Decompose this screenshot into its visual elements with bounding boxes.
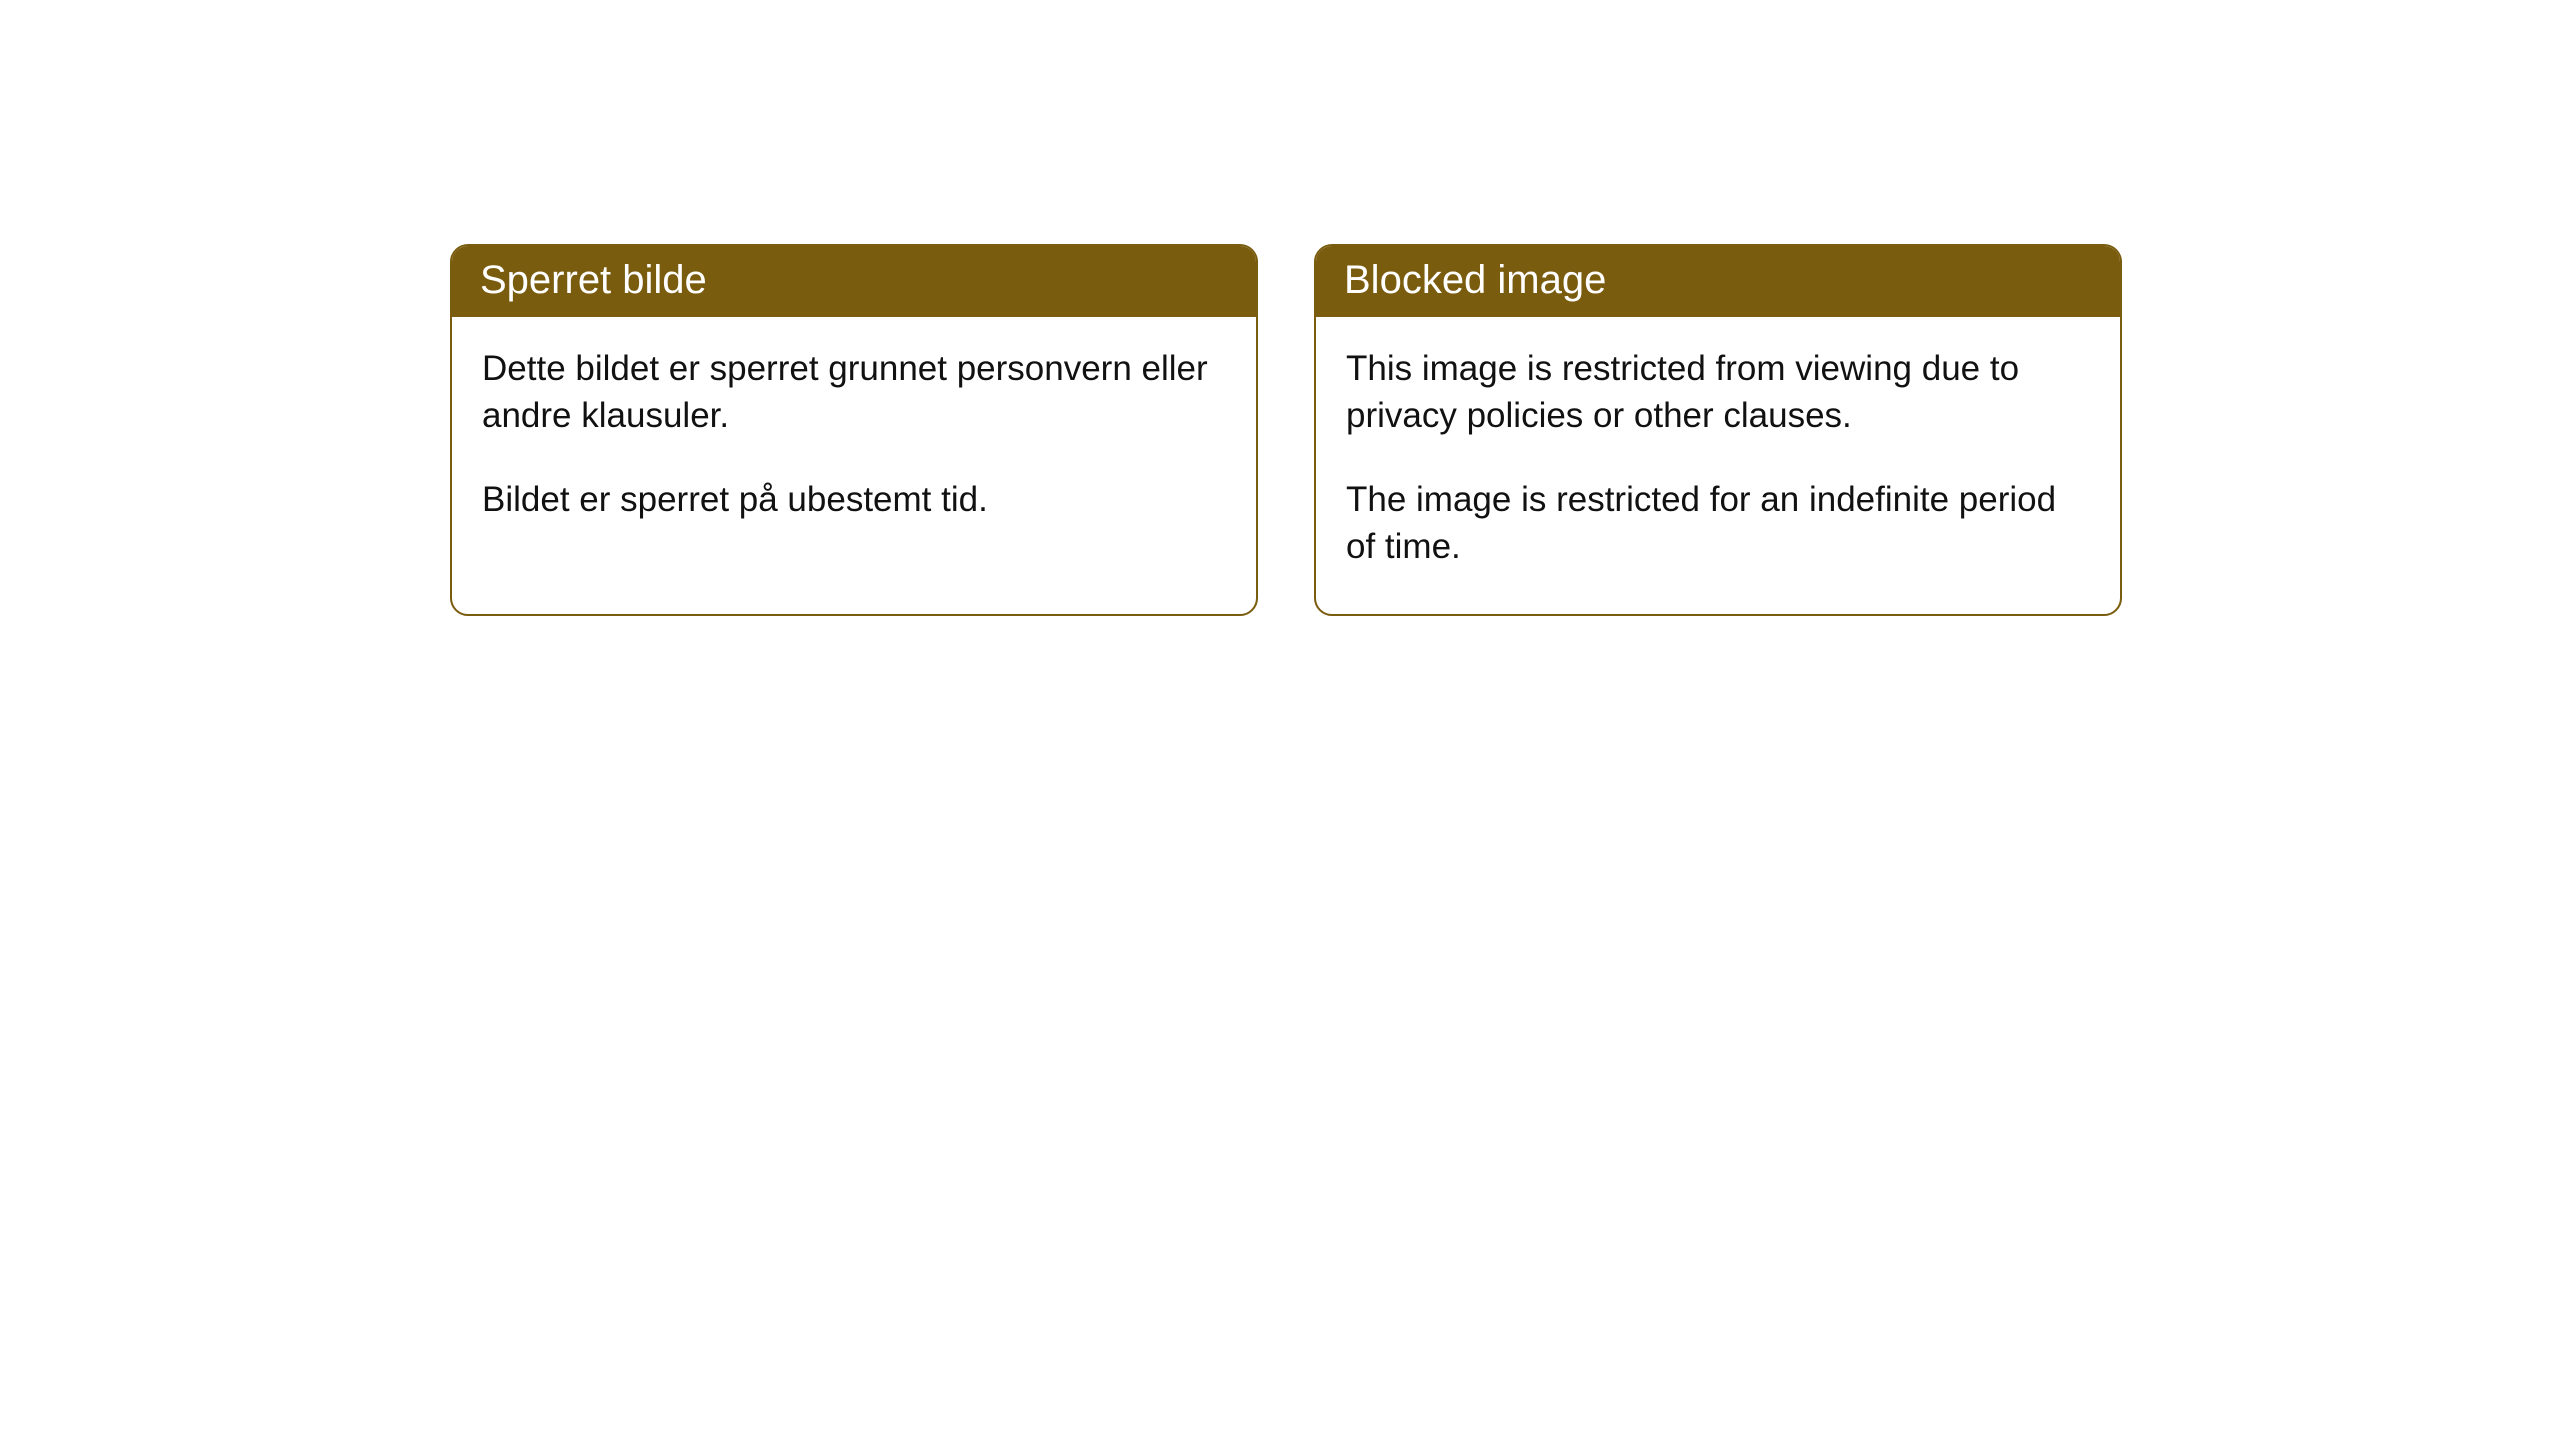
notice-card-english: Blocked image This image is restricted f… — [1314, 244, 2122, 616]
card-body: Dette bildet er sperret grunnet personve… — [452, 317, 1256, 567]
card-paragraph: This image is restricted from viewing du… — [1346, 345, 2090, 440]
card-title: Blocked image — [1344, 258, 1606, 302]
card-paragraph: The image is restricted for an indefinit… — [1346, 476, 2090, 571]
notice-card-norwegian: Sperret bilde Dette bildet er sperret gr… — [450, 244, 1258, 616]
card-title: Sperret bilde — [480, 258, 707, 302]
card-body: This image is restricted from viewing du… — [1316, 317, 2120, 614]
card-paragraph: Dette bildet er sperret grunnet personve… — [482, 345, 1226, 440]
card-header: Blocked image — [1316, 246, 2120, 317]
notice-cards-container: Sperret bilde Dette bildet er sperret gr… — [450, 244, 2122, 616]
card-header: Sperret bilde — [452, 246, 1256, 317]
card-paragraph: Bildet er sperret på ubestemt tid. — [482, 476, 1226, 523]
